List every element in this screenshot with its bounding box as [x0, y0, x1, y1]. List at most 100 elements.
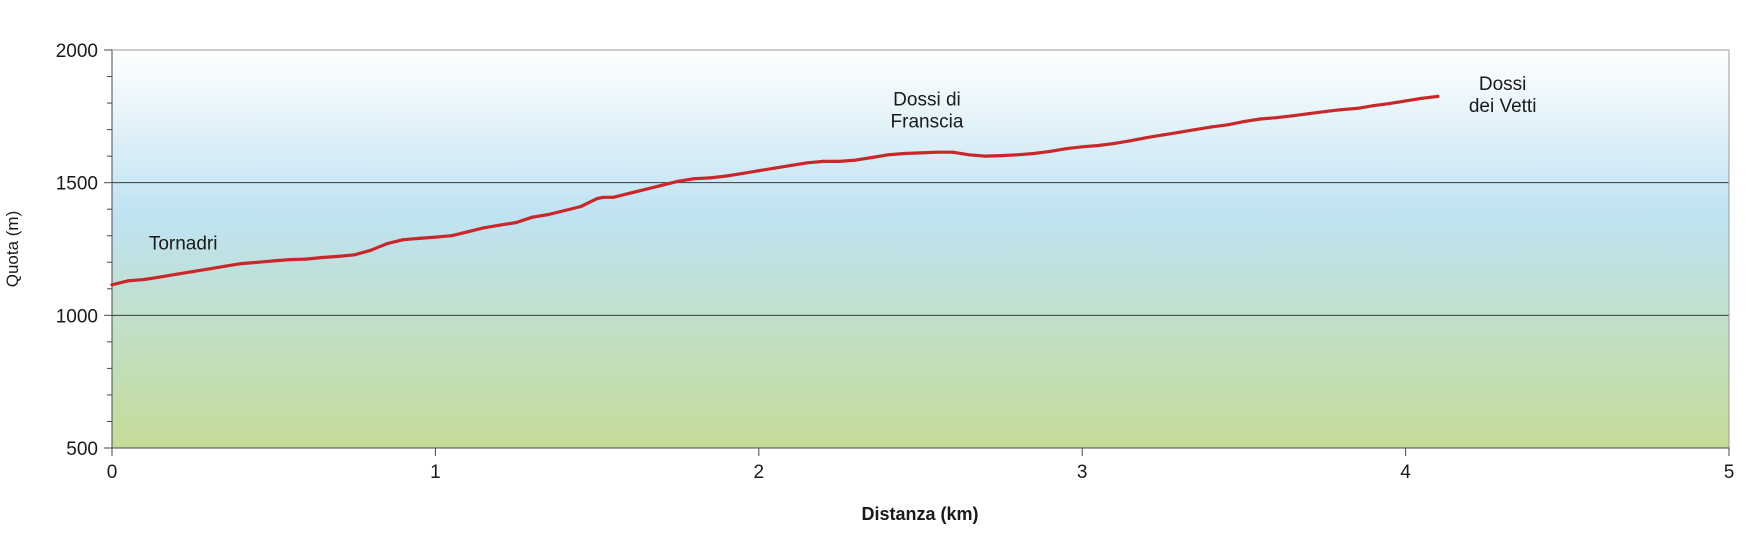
data-point [1193, 128, 1197, 132]
data-point [433, 235, 437, 239]
data-point [1145, 136, 1149, 140]
data-point [773, 166, 777, 170]
data-point [1161, 133, 1165, 137]
data-point [1404, 99, 1408, 103]
x-tick-label: 2 [754, 462, 765, 483]
data-point [1355, 106, 1359, 110]
data-point [158, 275, 163, 279]
data-point [239, 262, 243, 266]
data-point [1096, 143, 1100, 148]
data-point [660, 183, 664, 187]
data-point [223, 264, 227, 268]
data-point [352, 253, 357, 257]
data-point [110, 283, 114, 287]
data-point [1420, 96, 1424, 100]
x-tick-label: 5 [1724, 462, 1735, 483]
data-point [983, 154, 987, 158]
data-point [935, 150, 939, 154]
data-point [191, 270, 195, 274]
data-point [142, 277, 146, 282]
data-point [1210, 125, 1214, 129]
plot-area-background [112, 50, 1729, 448]
data-point [789, 163, 793, 167]
data-point [530, 215, 535, 219]
data-point [1177, 130, 1181, 134]
data-point [1258, 117, 1262, 121]
data-point [336, 254, 340, 258]
data-point [1290, 114, 1294, 118]
data-point [1048, 149, 1052, 153]
data-point [482, 226, 486, 230]
data-point [1112, 141, 1117, 145]
data-point [902, 151, 906, 156]
y-tick-label: 500 [66, 439, 98, 460]
data-point [741, 171, 745, 175]
data-point [692, 177, 696, 181]
data-point [1015, 153, 1020, 157]
data-point [207, 267, 211, 271]
axes: 500 1000 1500 2000 0 1 2 3 4 5 [56, 41, 1735, 483]
data-point [999, 154, 1004, 158]
series-group [110, 94, 1440, 287]
annotation-label: Dossi di [893, 90, 961, 111]
data-point [838, 159, 842, 163]
data-point [1129, 139, 1133, 143]
data-point [951, 150, 955, 154]
data-point [1242, 120, 1246, 124]
data-point [757, 169, 761, 173]
data-point [514, 220, 518, 225]
elevation-line [110, 94, 1440, 287]
data-point [627, 191, 632, 195]
data-point [1226, 123, 1230, 127]
data-point [417, 236, 421, 240]
data-point [401, 238, 405, 242]
data-point [676, 179, 680, 183]
data-point [1032, 151, 1036, 156]
data-point [175, 272, 179, 276]
data-point [288, 258, 292, 262]
data-point [870, 155, 874, 160]
x-tick-label: 1 [430, 462, 441, 483]
annotation-label: Franscia [891, 112, 964, 133]
data-point [1387, 102, 1391, 106]
y-tick-label: 1500 [56, 174, 98, 195]
x-axis-title: Distanza (km) [861, 504, 978, 524]
data-point [563, 208, 567, 213]
y-tick-label: 2000 [56, 41, 98, 62]
data-point [579, 204, 583, 209]
data-point [126, 279, 130, 283]
data-point [918, 151, 923, 155]
data-point [1307, 112, 1311, 116]
data-point [547, 212, 551, 217]
data-point [1064, 147, 1068, 151]
y-tick-label: 1000 [56, 306, 98, 327]
data-point [1080, 145, 1084, 149]
y-axis-title: Quota (m) [3, 211, 22, 288]
data-point [602, 195, 606, 199]
data-point [644, 187, 648, 191]
data-point [450, 234, 454, 238]
data-point [724, 174, 729, 178]
data-point [1436, 94, 1440, 98]
data-point [1274, 116, 1278, 120]
data-point [320, 255, 324, 260]
data-point [1323, 110, 1327, 114]
annotation-label: Dossi [1479, 74, 1527, 95]
x-tick-label: 0 [107, 462, 118, 483]
data-point [1339, 108, 1343, 112]
data-point [369, 248, 373, 252]
data-point [304, 257, 308, 261]
x-tick-label: 3 [1077, 462, 1088, 483]
data-point [611, 195, 615, 199]
annotation-label: dei Vetti [1469, 96, 1537, 117]
data-point [805, 161, 809, 165]
data-point [385, 242, 389, 246]
data-point [967, 153, 971, 157]
data-point [272, 259, 276, 263]
data-point [255, 260, 260, 264]
grid-lines [112, 182, 1729, 316]
data-point [595, 197, 599, 201]
data-point [466, 230, 470, 234]
